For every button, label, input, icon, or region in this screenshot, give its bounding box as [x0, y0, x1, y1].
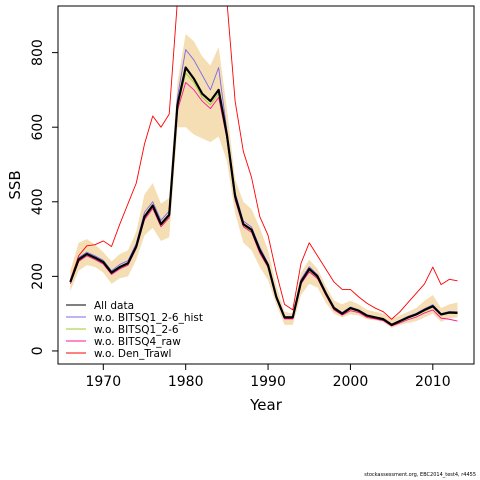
x-tick-label: 1970 [85, 374, 121, 390]
legend-label-0: All data [94, 300, 134, 312]
x-tick-label: 1990 [250, 374, 286, 390]
y-tick-label: 400 [30, 188, 46, 215]
series-line-2 [69, 72, 458, 326]
series-line-1 [69, 49, 458, 325]
legend-label-4: w.o. Den_Trawl [94, 348, 171, 360]
series-line-3 [69, 81, 458, 327]
y-axis: 0 200 400 600 800 [30, 39, 58, 355]
legend-label-2: w.o. BITSQ1_2-6 [94, 324, 179, 336]
y-axis-title: SSB [6, 170, 24, 199]
legend-label-1: w.o. BITSQ1_2-6_hist [94, 312, 203, 324]
series-lines [69, 6, 458, 327]
legend-label-3: w.o. BITSQ4_raw [94, 336, 181, 348]
plot-frame [57, 5, 475, 365]
series-line-0 [69, 66, 458, 326]
series-line-4 [69, 6, 458, 320]
y-tick-label: 0 [30, 346, 46, 355]
confidence-band [70, 33, 458, 328]
y-tick-label: 200 [30, 263, 46, 290]
y-tick-label: 600 [30, 114, 46, 141]
footer-credit: stockassessment.org, EBC2014_test4, r445… [364, 472, 476, 478]
x-axis-title: Year [249, 396, 283, 414]
x-axis: 1970 1980 1990 2000 2010 [85, 364, 451, 390]
x-tick-label: 2000 [333, 374, 369, 390]
band-area [70, 33, 458, 328]
x-tick-label: 1980 [168, 374, 204, 390]
y-tick-label: 800 [30, 39, 46, 66]
x-tick-label: 2010 [415, 374, 451, 390]
